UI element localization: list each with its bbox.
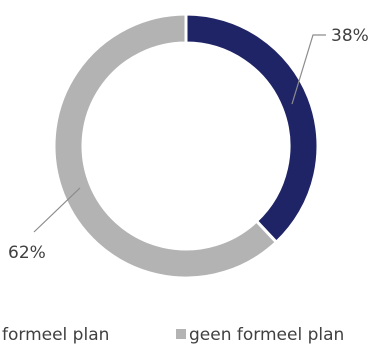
legend-label-formeel-plan: formeel plan — [2, 325, 109, 345]
donut-slice-formeel-plan — [184, 12, 320, 245]
legend-swatch-geen-formeel-plan — [176, 329, 186, 339]
legend-label-geen-formeel-plan: geen formeel plan — [189, 325, 344, 345]
leader-line-geen-formeel-plan — [33, 187, 81, 233]
data-label-formeel-plan: 38% — [331, 26, 369, 46]
data-label-geen-formeel-plan: 62% — [8, 243, 46, 263]
donut-slice-geen-formeel-plan — [52, 12, 279, 280]
leader-lines — [33, 34, 326, 233]
legend-item-geen-formeel-plan: geen formeel plan — [176, 325, 344, 345]
leader-line-formeel-plan — [291, 34, 326, 105]
legend: formeel plan geen formeel plan — [2, 325, 344, 345]
legend-item-formeel-plan: formeel plan — [2, 325, 109, 345]
donut-slices — [52, 12, 320, 280]
